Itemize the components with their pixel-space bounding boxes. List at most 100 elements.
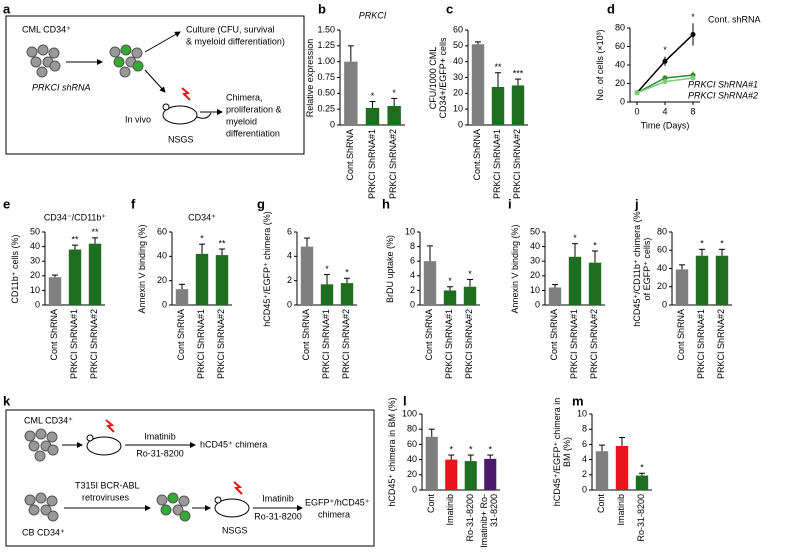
chart-title: CD34⁻/CD11b⁺: [44, 212, 107, 222]
y-tick-label: 100: [402, 408, 417, 418]
x-tick-label: PRKCI ShRNA#1: [196, 309, 207, 380]
panel-letter: h: [382, 196, 390, 211]
panel-letter: l: [403, 393, 407, 408]
diagram-label: In vivo: [125, 114, 151, 124]
significance-label: *: [325, 264, 329, 274]
significance-label: *: [200, 234, 204, 244]
bar: [471, 44, 485, 125]
significance-label: *: [371, 91, 375, 101]
y-axis-label: hCD45⁺/EGFP⁺ chimera in BM (%): [552, 397, 572, 507]
diagram-label: myeloid: [226, 116, 257, 126]
diagram-label: retroviruses: [82, 492, 130, 502]
y-tick-label: 4: [410, 270, 415, 280]
bar: [300, 246, 314, 305]
y-tick-label: 2: [287, 275, 292, 285]
y-tick-label: 30: [30, 256, 40, 266]
bar: [215, 255, 229, 305]
x-tick-label: PRKCI ShRNA#1: [569, 309, 580, 380]
x-tick-label: PRKCI ShRNA#1: [444, 309, 455, 380]
diagram-label: differentiation: [226, 128, 280, 138]
diagram-label: Imatinib: [262, 493, 294, 503]
panel-letter: c: [446, 1, 453, 16]
y-tick-label: 2: [582, 469, 587, 479]
bar: [635, 475, 649, 490]
bar: [595, 451, 609, 490]
injection-icon: [105, 419, 115, 433]
panel-letter: i: [508, 196, 512, 211]
y-tick-label: 80: [615, 22, 625, 32]
bar: [715, 255, 729, 305]
y-tick-label: 20: [615, 78, 625, 88]
y-axis-label: hCD45⁺ chimera in BM (%): [387, 397, 398, 507]
x-tick-label: Cont ShRNA: [176, 309, 187, 361]
y-tick-label: 1.50: [317, 24, 335, 34]
diagram-box: [5, 409, 375, 547]
y-tick-label: 20: [407, 469, 417, 479]
mouse-icon: [86, 434, 122, 456]
diagram-label: CML CD34⁺: [22, 24, 71, 34]
panel-letter: d: [607, 1, 615, 16]
bar: [195, 253, 209, 305]
cell-cluster: [24, 428, 59, 462]
significance-label: *: [720, 239, 724, 249]
panel-letter: b: [318, 1, 326, 16]
bar: [88, 243, 102, 305]
panel-letter: e: [3, 196, 10, 211]
diagram-label: CML CD34⁺: [24, 415, 73, 425]
x-tick-label: PRKCI ShRNA#1: [69, 309, 80, 380]
bar: [615, 445, 629, 490]
y-tick-label: 30: [530, 256, 540, 266]
diagram-label: Ro-31-8200: [136, 448, 184, 458]
diagram-label: NSGS: [168, 134, 194, 144]
x-tick-label: PRKCI ShRNA#1: [492, 129, 503, 200]
x-tick-label: PRKCI ShRNA#2: [89, 309, 100, 380]
y-tick-label: 4: [287, 251, 292, 261]
y-tick-label: 20: [157, 275, 167, 285]
significance-label: *: [640, 463, 644, 473]
x-axis-label: Time (Days): [641, 120, 690, 130]
significance-label: *: [700, 239, 704, 249]
y-tick-label: 6: [287, 226, 292, 236]
significance-label: ***: [513, 68, 524, 78]
y-tick-label: 20: [530, 270, 540, 280]
x-tick-label: Cont ShRNA: [49, 309, 60, 361]
y-tick-label: 0: [412, 484, 417, 494]
y-tick-label: 60: [453, 24, 463, 34]
diagram-label: Ro-31-8200: [254, 511, 302, 521]
bar: [175, 289, 189, 305]
y-tick-label: 8: [582, 424, 587, 434]
y-tick-label: 6: [582, 439, 587, 449]
y-tick-label: 40: [453, 56, 463, 66]
x-tick-label: PRKCI ShRNA#2: [589, 309, 600, 380]
mouse-icon: [162, 103, 212, 125]
bar: [445, 459, 458, 490]
bar: [320, 284, 334, 305]
y-tick-label: 60: [615, 41, 625, 51]
x-tick-label: PRKCI ShRNA#1: [696, 309, 707, 380]
cell-cluster: [24, 492, 59, 522]
diagram-label: NSGS: [222, 525, 248, 535]
x-tick-label: PRKCI ShRNA#2: [716, 309, 727, 380]
y-tick-label: 40: [615, 59, 625, 69]
y-tick-label: 10: [30, 285, 40, 295]
y-axis-label: hCD45⁺/EGFP⁺ chimera (%): [262, 210, 273, 327]
y-tick-label: 1.00: [317, 56, 335, 66]
y-axis-label: hCD45⁺/CD11b⁺ chimera (% of EGFP⁺ cells): [632, 210, 652, 327]
y-tick-label: 0: [582, 484, 587, 494]
bar: [425, 436, 438, 490]
cell-cluster: [26, 44, 61, 78]
y-tick-label: 0: [35, 299, 40, 309]
cell-cluster: [156, 492, 191, 522]
x-tick-label: Cont: [596, 494, 607, 514]
x-tick-label: PRKCI ShRNA#1: [366, 129, 377, 200]
cell-cluster: [109, 44, 144, 78]
bar: [423, 261, 437, 305]
mouse-icon: [214, 496, 250, 518]
legend-label: PRKCI ShRNA#1: [688, 79, 758, 89]
x-tick-label: PRKCI ShRNA#2: [388, 129, 399, 200]
y-tick-label: 2: [410, 285, 415, 295]
bar: [484, 458, 497, 490]
y-tick-label: 50: [453, 40, 463, 50]
point: [690, 75, 696, 81]
